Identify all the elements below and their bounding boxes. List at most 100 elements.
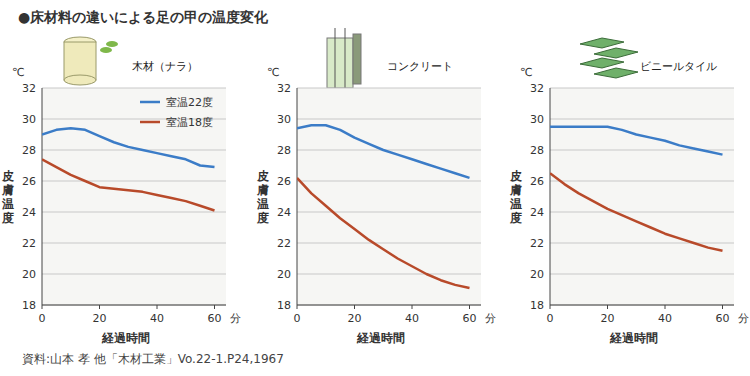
x-label: 経過時間	[101, 331, 150, 345]
grid-line	[297, 274, 481, 275]
icon	[106, 41, 118, 47]
x-tick	[722, 305, 723, 309]
series-group	[42, 128, 215, 210]
grid-line	[550, 305, 734, 306]
y-label: 皮膚温度	[509, 169, 522, 225]
y-tick-label: 24	[530, 206, 544, 219]
x-tick-label: 0	[547, 312, 554, 325]
y-tick-label: 20	[22, 268, 36, 281]
x-tick	[607, 305, 608, 309]
y-tick-label: 26	[530, 175, 544, 188]
grid-line	[550, 119, 734, 120]
grid-line	[297, 150, 481, 151]
y-tick-label: 28	[22, 144, 36, 157]
y-tick-label: 20	[277, 268, 291, 281]
y-unit: ℃	[520, 66, 532, 79]
icon	[594, 68, 638, 78]
x-tick	[665, 305, 666, 309]
icon	[64, 42, 96, 80]
panel: 18202224262830320204060分経過時間℃皮膚温度木材（ナラ）室…	[1, 37, 241, 345]
x-label: 経過時間	[609, 331, 658, 345]
x-tick	[157, 305, 158, 309]
plot-background	[297, 88, 481, 305]
grid-line	[550, 212, 734, 213]
series-group	[550, 127, 723, 251]
y-tick-label: 30	[530, 113, 544, 126]
y-axis	[42, 88, 43, 305]
y-tick-label: 28	[530, 144, 544, 157]
source: 資料:山本 孝 他「木材工業」Vo.22-1.P24,1967	[22, 352, 284, 366]
series-line	[297, 125, 470, 178]
grid-line	[550, 243, 734, 244]
x-unit: 分	[485, 312, 496, 325]
x-tick-label: 40	[405, 312, 419, 325]
grid-line	[42, 305, 226, 306]
x-label: 経過時間	[356, 331, 405, 345]
series-line	[297, 178, 470, 288]
panel: 18202224262830320204060分経過時間℃皮膚温度ビニールタイル	[509, 38, 749, 345]
x-tick-label: 20	[93, 312, 107, 325]
icon	[353, 34, 361, 84]
grid-line	[297, 119, 481, 120]
series-group	[297, 125, 470, 288]
grid-line	[550, 274, 734, 275]
x-unit: 分	[738, 312, 749, 325]
icon	[100, 47, 112, 53]
y-tick-label: 24	[22, 206, 36, 219]
icon	[594, 48, 638, 58]
x-tick-label: 0	[39, 312, 46, 325]
x-tick	[42, 305, 43, 309]
legend-swatch	[140, 121, 160, 124]
grid-line	[297, 305, 481, 306]
y-label: 皮膚温度	[1, 169, 14, 225]
y-tick-label: 26	[277, 175, 291, 188]
x-tick	[550, 305, 551, 309]
icon	[327, 38, 353, 88]
x-axis	[550, 305, 734, 306]
series-line	[42, 128, 215, 167]
x-tick-label: 40	[658, 312, 672, 325]
subplot-title: 木材（ナラ）	[132, 60, 198, 73]
icon	[345, 28, 346, 88]
y-tick-label: 20	[530, 268, 544, 281]
icon	[64, 75, 96, 85]
x-tick-label: 40	[150, 312, 164, 325]
grid-line	[550, 181, 734, 182]
x-tick	[297, 305, 298, 309]
legend-label: 室温22度	[166, 96, 213, 109]
x-tick	[412, 305, 413, 309]
legend-swatch	[140, 101, 160, 104]
y-tick-label: 28	[277, 144, 291, 157]
grid-line	[297, 243, 481, 244]
y-tick-label: 18	[22, 299, 36, 312]
grid-line	[297, 212, 481, 213]
y-tick-label: 32	[530, 82, 544, 95]
chart-root: ●床材料の違いによる足の甲の温度変化資料:山本 孝 他「木材工業」Vo.22-1…	[0, 0, 750, 376]
x-tick-label: 60	[463, 312, 477, 325]
y-tick-label: 18	[530, 299, 544, 312]
grid-line	[42, 181, 226, 182]
y-unit: ℃	[267, 66, 279, 79]
y-tick-label: 26	[22, 175, 36, 188]
x-unit: 分	[230, 312, 241, 325]
x-axis	[297, 305, 481, 306]
icon	[580, 38, 624, 48]
grid-line	[42, 150, 226, 151]
x-tick-label: 20	[348, 312, 362, 325]
y-label: 皮膚温度	[256, 169, 269, 225]
icon	[580, 58, 624, 68]
series-line	[42, 159, 215, 210]
x-axis	[42, 305, 226, 306]
grid-line	[42, 88, 226, 89]
y-axis	[297, 88, 298, 305]
y-tick-label: 18	[277, 299, 291, 312]
plot-background	[42, 88, 226, 305]
icon	[335, 28, 336, 88]
subplot-title: ビニールタイル	[640, 60, 717, 73]
x-tick-label: 20	[601, 312, 615, 325]
y-tick-label: 22	[530, 237, 544, 250]
y-tick-label: 24	[277, 206, 291, 219]
subplot-title: コンクリート	[387, 60, 453, 73]
grid-line	[42, 212, 226, 213]
grid-line	[297, 181, 481, 182]
